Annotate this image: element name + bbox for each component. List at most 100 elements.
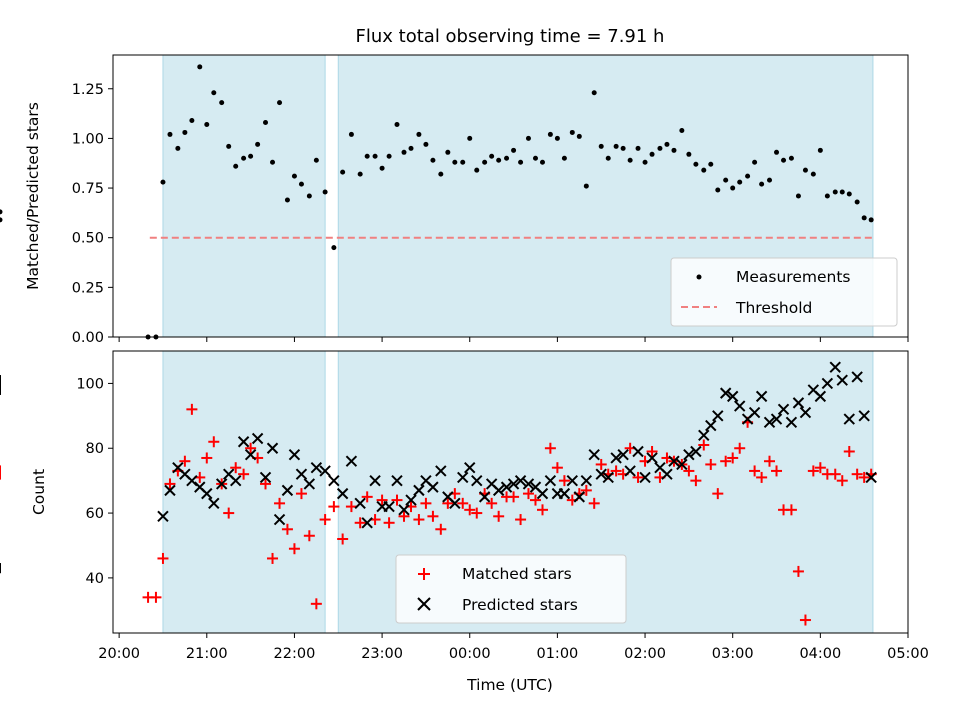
y-tick-label: 0.00: [72, 330, 104, 346]
predicted-star-point: [201, 487, 213, 500]
top-plot-frame: [112, 54, 909, 338]
predicted-star-point: [354, 497, 366, 510]
matched-star-point: [208, 436, 220, 448]
top-y-axis-label: Matched/Predicted stars: [24, 102, 42, 290]
matched-star-point: [536, 504, 548, 516]
measurement-point: [620, 145, 626, 151]
matched-star-point: [164, 478, 176, 490]
measurement-point: [160, 179, 166, 185]
x-tick-label: 00:00: [449, 646, 491, 662]
matched-star-point: [705, 458, 717, 470]
predicted-star-point: [157, 510, 169, 523]
predicted-star-point: [522, 478, 535, 490]
matched-star-point: [785, 504, 797, 516]
y-tick-label: 100: [76, 376, 104, 392]
measurement-point: [701, 167, 707, 173]
measurement-point: [241, 155, 247, 161]
measurement-point: [401, 149, 407, 155]
measurement-point: [657, 145, 663, 151]
x-stroke-2: [639, 471, 651, 484]
x-stroke-2: [164, 484, 176, 497]
matched-star-point: [398, 510, 410, 522]
measurement-point: [340, 169, 346, 175]
matched-star-point: [843, 445, 855, 457]
matched-star-point: [493, 510, 505, 522]
measurement-point: [204, 122, 210, 128]
x-tick-label: 02:00: [624, 646, 666, 662]
predicted-star-point: [726, 390, 739, 403]
matched-star-point: [391, 494, 403, 506]
matched-star-point: [544, 442, 556, 454]
matched-star-point: [245, 442, 257, 454]
predicted-star-point: [683, 449, 695, 461]
matched-star-point: [646, 445, 658, 457]
predicted-star-point: [770, 413, 783, 425]
predicted-star-point: [273, 513, 286, 526]
matched-star-point: [471, 507, 483, 519]
y-tick-label: 0.75: [72, 181, 104, 197]
x-stroke-2: [449, 497, 461, 510]
predicted-star-point: [646, 452, 658, 464]
matched-star-point: [529, 494, 541, 506]
x-tick-label: 20:00: [98, 646, 140, 662]
measurement-point: [752, 159, 758, 165]
x-stroke-2: [624, 465, 636, 477]
x-tick-label: 21:00: [186, 646, 228, 662]
measurement-point: [0, 209, 3, 215]
measurement-point: [846, 191, 852, 197]
x-stroke-2: [646, 452, 658, 464]
predicted-star-point: [514, 474, 527, 487]
measurement-point: [255, 141, 261, 147]
x-stroke-2: [683, 449, 695, 461]
matched-star-point: [632, 471, 644, 483]
matched-star-point: [508, 491, 520, 503]
measurement-point: [284, 197, 290, 203]
predicted-star-point: [310, 461, 323, 474]
matched-star-point: [698, 439, 710, 451]
predicted-star-point: [698, 429, 710, 441]
matched-star-point: [345, 501, 357, 513]
matched-star-point: [337, 533, 349, 545]
x-stroke-2: [369, 474, 381, 487]
predicted-star-point: [705, 419, 717, 432]
predicted-star-point: [836, 374, 848, 386]
x-stroke-2: [770, 413, 783, 425]
x-stroke-2: [836, 374, 848, 386]
measurement-point: [671, 147, 677, 153]
x-stroke-2: [858, 410, 870, 422]
x-stroke-2: [705, 419, 717, 432]
predicted-star-point: [295, 468, 308, 480]
matched-star-point: [427, 510, 439, 522]
predicted-star-point: [208, 497, 220, 510]
y-tick-label: 0.25: [72, 280, 104, 296]
predicted-star-point: [668, 455, 680, 467]
x-stroke-2: [208, 497, 220, 510]
matched-star-point: [814, 462, 826, 474]
x-stroke-2: [610, 452, 622, 464]
x-stroke-2: [617, 449, 629, 461]
measurement-point: [583, 183, 589, 189]
x-stroke-2: [558, 487, 571, 500]
measurement-point: [496, 157, 502, 163]
measurement-point: [291, 173, 297, 179]
measurement-point: [189, 118, 195, 124]
x-stroke-2: [777, 403, 790, 416]
bottom-plot-frame: [112, 350, 909, 634]
predicted-star-point: [814, 390, 827, 403]
predicted-star-point: [661, 468, 673, 480]
measurement-point: [613, 143, 619, 149]
measurement-point: [263, 120, 269, 126]
measurement-point: [408, 145, 414, 151]
measurement-point: [767, 177, 773, 183]
measurement-point: [474, 167, 480, 173]
x-stroke-2: [595, 468, 607, 480]
legend-predicted-label: Predicted stars: [462, 596, 578, 614]
predicted-star-point: [164, 484, 176, 497]
measurement-point: [730, 185, 736, 191]
measurement-point: [322, 189, 328, 195]
predicted-star-point: [449, 497, 461, 510]
predicted-star-point: [230, 474, 242, 487]
x-stroke-2: [398, 504, 410, 516]
matched-star-point: [179, 455, 191, 467]
